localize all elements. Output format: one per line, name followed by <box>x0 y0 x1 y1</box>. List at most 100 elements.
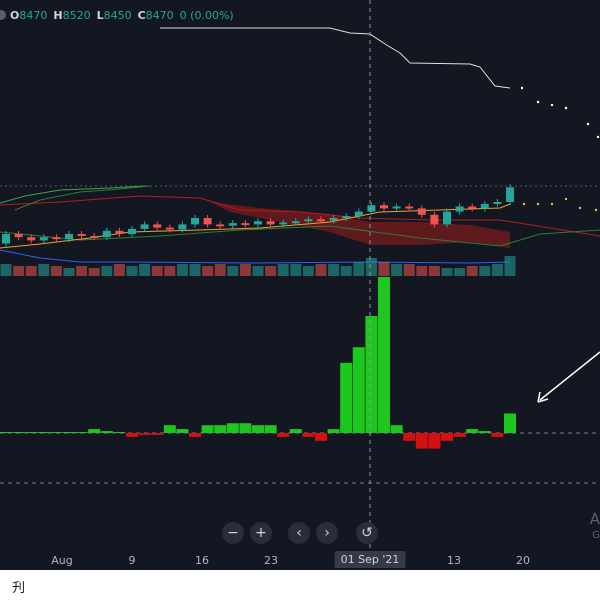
volume-bar <box>126 266 138 276</box>
volume-bar <box>38 264 50 276</box>
histogram-bar <box>478 431 491 433</box>
candle-body <box>191 218 199 225</box>
histogram-bar <box>378 277 390 433</box>
zoom-in-button[interactable]: + <box>250 522 272 544</box>
legend-dot <box>0 10 6 20</box>
time-label-16: 16 <box>195 554 209 567</box>
time-label-20: 20 <box>516 554 530 567</box>
volume-bar <box>25 266 37 276</box>
projection-dot <box>596 135 600 139</box>
candle-body <box>27 237 36 241</box>
histogram-bar <box>100 431 113 433</box>
candle-body <box>77 234 86 236</box>
time-label-9: 9 <box>128 554 136 567</box>
reset-chart-button[interactable]: ↺ <box>356 522 378 544</box>
histogram-bar <box>428 433 441 449</box>
histogram-bar <box>239 423 252 433</box>
histogram-bar <box>252 425 264 433</box>
zoom-toolbar: − + ‹ › ↺ <box>0 522 600 546</box>
time-label-13: 13 <box>447 554 461 567</box>
histogram-bar <box>352 347 365 433</box>
histogram-bar <box>163 425 176 433</box>
blue-ma-line <box>0 249 511 264</box>
candle-body <box>480 203 489 209</box>
forward-dot <box>578 206 582 210</box>
histogram-bar <box>453 433 466 437</box>
histogram-bar <box>327 429 340 433</box>
time-label-crosshair: 01 Sep '21 <box>334 551 406 568</box>
histogram-bar <box>37 432 50 433</box>
candle-body <box>443 211 451 225</box>
legend-open-value: 8470 <box>19 8 48 22</box>
annotation-arrow-shaft <box>539 351 600 401</box>
projection-dot <box>520 86 524 90</box>
projection-dot <box>536 100 540 104</box>
legend-low-value: 8450 <box>103 8 132 22</box>
volume-bar <box>466 266 478 276</box>
candle-body <box>153 224 162 228</box>
time-label-23: 23 <box>264 554 278 567</box>
histogram-bar <box>176 429 189 433</box>
histogram-bar <box>151 433 164 435</box>
histogram-bar <box>214 425 227 433</box>
candle-body <box>342 216 351 219</box>
leading-span-green <box>0 185 146 204</box>
volume-bar <box>378 262 390 276</box>
forward-dot <box>564 197 568 201</box>
watermark-top: A <box>589 510 600 528</box>
candle-body <box>291 221 300 224</box>
projection-dot <box>550 103 554 107</box>
volume-bar <box>441 268 453 276</box>
time-axis: Aug 9 16 23 01 Sep '21 13 20 <box>0 548 600 570</box>
histogram-bar <box>0 432 12 433</box>
zoom-out-button[interactable]: − <box>222 522 244 544</box>
candle-body <box>52 237 61 240</box>
volume-bar <box>290 264 302 276</box>
candle-body <box>2 234 10 244</box>
histogram-bar <box>264 425 277 433</box>
footer-icon[interactable]: 刋 <box>12 581 26 596</box>
volume-bar <box>63 268 75 276</box>
legend-low-key: L <box>96 8 104 22</box>
volume-bar <box>214 264 226 276</box>
candle-body <box>367 205 376 212</box>
forward-dot <box>594 208 598 212</box>
volume-bar <box>239 264 251 276</box>
volume-bar <box>302 266 314 276</box>
ohlc-legend: O 8470 H 8520 L 8450 C 8470 0 (0.00%) <box>0 6 234 24</box>
candle-body <box>317 219 325 222</box>
histogram-bar <box>138 433 151 435</box>
histogram-bar <box>12 432 25 433</box>
time-label-aug: Aug <box>51 554 73 567</box>
volume-bar <box>76 266 88 276</box>
legend-close-value: 8470 <box>145 8 174 22</box>
histogram-bar <box>441 433 453 441</box>
projection-dot <box>564 106 568 110</box>
volume-bar <box>403 264 415 276</box>
candle-body <box>304 219 313 222</box>
candle-body <box>128 228 136 234</box>
candle-body <box>254 221 262 225</box>
legend-open-key: O <box>10 8 20 22</box>
volume-bar <box>101 266 113 276</box>
candle-body <box>493 202 502 204</box>
legend-close-key: C <box>137 8 146 22</box>
volume-bar <box>164 266 176 276</box>
histogram-bar <box>491 433 504 437</box>
leading-span-green-2 <box>14 185 151 211</box>
candle-body <box>354 211 363 217</box>
scroll-left-button[interactable]: ‹ <box>288 522 310 544</box>
candle-body <box>417 208 426 215</box>
histogram-bar <box>504 413 516 433</box>
volume-bar <box>151 266 163 276</box>
volume-bar <box>353 262 365 276</box>
candle-body <box>203 218 212 225</box>
candle-body <box>14 234 23 238</box>
volume-bar <box>189 264 201 276</box>
legend-change: 0 (0.00%) <box>179 8 234 22</box>
scroll-right-button[interactable]: › <box>316 522 338 544</box>
volume-bar <box>428 266 440 276</box>
candle-body <box>90 235 99 238</box>
histogram-bar <box>126 433 138 437</box>
